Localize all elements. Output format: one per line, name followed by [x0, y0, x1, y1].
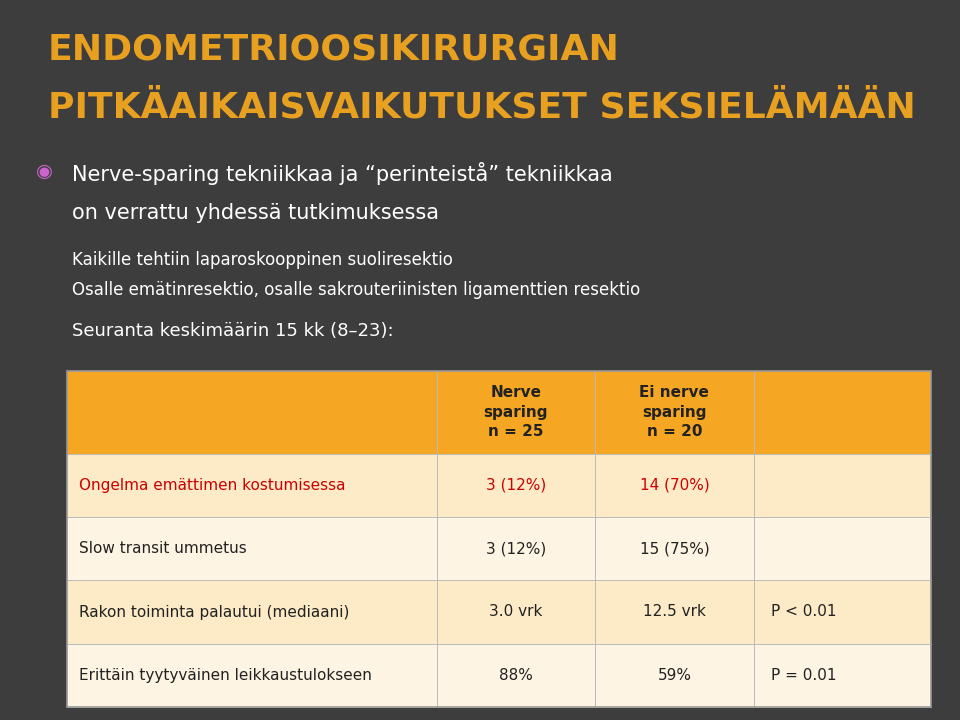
Text: 59%: 59%: [658, 668, 691, 683]
Text: P = 0.01: P = 0.01: [771, 668, 837, 683]
Text: ◉: ◉: [36, 162, 54, 181]
Text: on verrattu yhdessä tutkimuksessa: on verrattu yhdessä tutkimuksessa: [72, 203, 439, 223]
Text: Ongelma emättimen kostumisessa: Ongelma emättimen kostumisessa: [79, 478, 346, 492]
Text: P < 0.01: P < 0.01: [771, 605, 837, 619]
Text: Erittäin tyytyväinen leikkaustulokseen: Erittäin tyytyväinen leikkaustulokseen: [79, 668, 372, 683]
FancyBboxPatch shape: [67, 454, 931, 517]
FancyBboxPatch shape: [67, 644, 931, 707]
FancyBboxPatch shape: [67, 371, 931, 454]
Text: 12.5 vrk: 12.5 vrk: [643, 605, 706, 619]
Text: Nerve-sparing tekniikkaa ja “perinteistå” tekniikkaa: Nerve-sparing tekniikkaa ja “perinteistå…: [72, 162, 612, 185]
Text: Slow transit ummetus: Slow transit ummetus: [79, 541, 247, 556]
Text: 14 (70%): 14 (70%): [639, 478, 709, 492]
Text: ENDOMETRIOOSIKIRURGIAN: ENDOMETRIOOSIKIRURGIAN: [48, 32, 620, 66]
Text: Nerve
sparing
n = 25: Nerve sparing n = 25: [484, 385, 548, 439]
Text: Rakon toiminta palautui (mediaani): Rakon toiminta palautui (mediaani): [79, 605, 349, 619]
Text: 3.0 vrk: 3.0 vrk: [490, 605, 542, 619]
Text: Osalle emätinresektio, osalle sakrouteriinisten ligamenttien resektio: Osalle emätinresektio, osalle sakrouteri…: [72, 281, 640, 299]
Text: 15 (75%): 15 (75%): [639, 541, 709, 556]
Text: 3 (12%): 3 (12%): [486, 478, 546, 492]
Text: Kaikille tehtiin laparoskooppinen suoliresektio: Kaikille tehtiin laparoskooppinen suolir…: [72, 251, 453, 269]
FancyBboxPatch shape: [67, 580, 931, 644]
FancyBboxPatch shape: [67, 517, 931, 580]
Text: Seuranta keskimäärin 15 kk (8–23):: Seuranta keskimäärin 15 kk (8–23):: [72, 322, 394, 340]
Text: Ei nerve
sparing
n = 20: Ei nerve sparing n = 20: [639, 385, 709, 439]
Text: 3 (12%): 3 (12%): [486, 541, 546, 556]
Text: 88%: 88%: [499, 668, 533, 683]
Text: PITKÄAIKAISVAIKUTUKSET SEKSIELÄMÄÄN: PITKÄAIKAISVAIKUTUKSET SEKSIELÄMÄÄN: [48, 90, 916, 124]
